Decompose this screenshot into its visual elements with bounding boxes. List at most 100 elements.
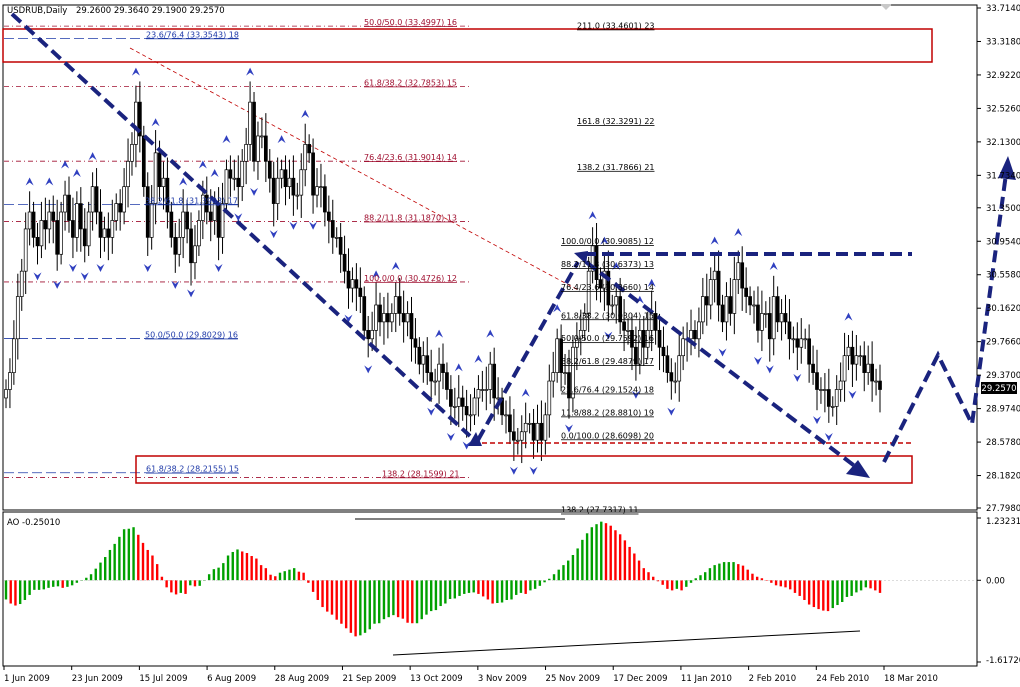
candle-body: [795, 338, 800, 348]
price-tick-label: 29.3700: [986, 371, 1020, 381]
candle-body: [760, 313, 764, 331]
fractal-down-icon: [813, 416, 822, 425]
time-tick-label: 13 Oct 2009: [410, 674, 463, 684]
candle-body: [752, 304, 756, 307]
candle: [106, 212, 111, 261]
candle-body: [535, 422, 540, 441]
price-tick-label: 33.3180: [986, 37, 1020, 47]
fractal-down-icon: [427, 407, 436, 416]
candle-body: [338, 237, 343, 255]
candle-body: [204, 194, 209, 213]
candle-body: [134, 101, 138, 145]
candle-body: [252, 101, 256, 162]
candle-body: [586, 270, 591, 314]
candle-body: [590, 245, 595, 272]
candle-body: [673, 380, 678, 383]
candle: [563, 354, 567, 385]
fractal-up-icon: [454, 363, 463, 372]
candle-body: [858, 355, 863, 358]
candle: [811, 345, 815, 385]
candle: [409, 296, 414, 362]
candle: [720, 294, 725, 333]
impulse-arrow-head: [574, 251, 588, 264]
candle-body: [78, 203, 83, 230]
fractal-down-icon: [364, 365, 373, 374]
candle-body: [366, 329, 371, 340]
candle: [752, 290, 756, 324]
support-box: [135, 455, 913, 484]
fractal-up-icon: [435, 329, 444, 338]
candle-body: [575, 338, 579, 348]
candle-body: [551, 372, 556, 382]
candle: [118, 189, 123, 231]
candle-body: [563, 372, 567, 374]
candle-body: [838, 380, 843, 390]
candle-body: [141, 135, 146, 188]
candle: [39, 201, 44, 259]
candle-body: [708, 279, 713, 306]
candle-body: [452, 406, 457, 408]
candle: [665, 345, 670, 383]
candle-body: [185, 211, 189, 230]
candle-body: [267, 160, 272, 179]
candle-body: [346, 270, 351, 289]
candle-body: [578, 329, 583, 340]
candle: [161, 161, 166, 210]
candle: [488, 351, 493, 404]
candle: [8, 358, 12, 409]
candle: [417, 337, 422, 375]
candle: [724, 282, 729, 341]
candle: [515, 427, 520, 455]
fractal-down-icon: [309, 221, 318, 230]
candle-body: [697, 321, 701, 340]
fib-mid-label: 50.0/50.0 (33.4997) 16: [364, 18, 457, 27]
ao-label: AO -0.25010: [7, 518, 60, 528]
candle-body: [59, 211, 63, 255]
chevron-down-icon[interactable]: [880, 4, 892, 10]
candle-body: [468, 414, 473, 417]
candle: [287, 159, 292, 199]
correction-arrow: [584, 260, 862, 472]
candle-body: [232, 177, 237, 180]
candle: [35, 223, 40, 265]
candle-body: [323, 186, 327, 213]
candle-body: [370, 329, 374, 340]
fractal-up-icon: [198, 160, 207, 169]
candle-body: [177, 237, 182, 255]
candle: [330, 199, 335, 254]
candle: [15, 273, 20, 360]
fractal-up-icon: [179, 177, 188, 186]
candle-body: [55, 220, 60, 255]
candle-body: [401, 313, 406, 323]
candle: [82, 208, 87, 263]
candle: [445, 362, 449, 400]
candle: [712, 254, 717, 303]
candle-body: [539, 422, 544, 441]
fractal-up-icon: [372, 270, 381, 279]
candle-body: [559, 338, 563, 373]
candle: [441, 343, 445, 390]
fractal-down-icon: [53, 280, 62, 289]
candle-body: [208, 211, 213, 221]
candle: [94, 168, 99, 225]
candle-body: [602, 270, 607, 289]
candle-body: [248, 101, 252, 145]
candle-body: [834, 389, 839, 407]
candle-body: [153, 152, 158, 204]
candle-body: [263, 135, 268, 162]
price-tick-label: 28.5780: [986, 438, 1020, 448]
candle-body: [637, 329, 642, 365]
candle: [460, 385, 465, 421]
candle: [456, 375, 461, 428]
candle: [779, 299, 784, 341]
candle-body: [161, 177, 166, 188]
candle-body: [189, 228, 193, 264]
candle-body: [878, 380, 882, 390]
candle: [677, 332, 682, 402]
fractal-down-icon: [187, 289, 196, 298]
candle: [267, 149, 272, 193]
fractal-up-icon: [612, 261, 621, 270]
candle-body: [594, 245, 599, 280]
fib-right-label: 161.8 (32.3291) 22: [577, 117, 655, 126]
